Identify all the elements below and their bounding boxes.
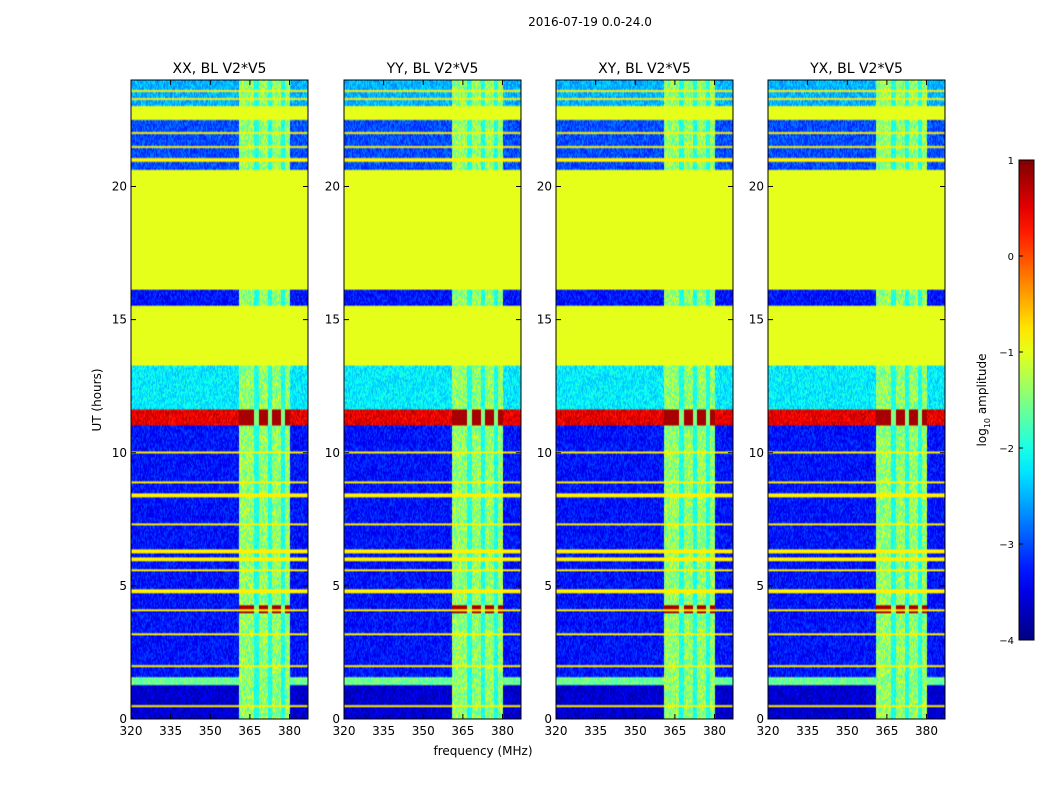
y-tick-label: 10 [537, 446, 552, 460]
x-tick-label: 335 [796, 724, 819, 738]
x-tick-label: 350 [624, 724, 647, 738]
heatmap-image [131, 80, 308, 719]
colorbar-tick-label: −1 [999, 348, 1014, 359]
y-tick-label: 5 [332, 579, 340, 593]
y-tick-label: 10 [112, 446, 127, 460]
y-tick-label: 10 [749, 446, 764, 460]
panel-title: XX, BL V2*V5 [173, 61, 267, 77]
x-tick-label: 335 [159, 724, 182, 738]
colorbar-gradient [1018, 159, 1035, 641]
y-tick-label: 5 [119, 579, 127, 593]
y-tick-label: 0 [756, 712, 764, 726]
y-tick-label: 5 [756, 579, 764, 593]
colorbar-tick-label: −4 [999, 636, 1014, 647]
x-tick-label: 350 [199, 724, 222, 738]
panel-title: YY, BL V2*V5 [386, 61, 479, 77]
y-tick-label: 15 [112, 313, 127, 327]
panel-frame [130, 79, 309, 720]
panel-frame [555, 79, 734, 720]
y-tick-label: 20 [325, 180, 340, 194]
x-tick-label: 380 [915, 724, 938, 738]
y-tick-label: 10 [325, 446, 340, 460]
x-tick-label: 350 [412, 724, 435, 738]
y-tick-label: 20 [112, 180, 127, 194]
x-tick-label: 320 [545, 724, 568, 738]
panel-frame [343, 79, 522, 720]
x-tick-label: 320 [120, 724, 143, 738]
figure-title: 2016-07-19 0.0-24.0 [528, 15, 652, 29]
colorbar-label: log10 amplitude [975, 354, 992, 447]
y-tick-label: 20 [749, 180, 764, 194]
panel-xx: XX, BL V2*V5 320 335 350 365 380 0 5 10 15 20 [112, 61, 309, 738]
colorbar-tick-label: −2 [999, 444, 1014, 455]
x-tick-label: 350 [836, 724, 859, 738]
panel-title: XY, BL V2*V5 [598, 61, 691, 77]
x-tick-label: 320 [333, 724, 356, 738]
heatmap-image [768, 80, 945, 719]
y-tick-label: 0 [119, 712, 127, 726]
x-tick-label: 335 [584, 724, 607, 738]
colorbar-tick-label: −3 [999, 540, 1014, 551]
x-tick-label: 335 [372, 724, 395, 738]
y-tick-label: 15 [325, 313, 340, 327]
x-tick-label: 380 [491, 724, 514, 738]
panel-title: YX, BL V2*V5 [809, 61, 903, 77]
y-tick-label: 0 [544, 712, 552, 726]
x-tick-label: 320 [757, 724, 780, 738]
heatmap-image [556, 80, 733, 719]
panel-frame [767, 79, 946, 720]
x-tick-label: 380 [703, 724, 726, 738]
x-tick-label: 365 [663, 724, 686, 738]
y-tick-label: 5 [544, 579, 552, 593]
colorbar-tick-label: 1 [1008, 156, 1014, 167]
x-tick-label: 365 [875, 724, 898, 738]
y-tick-label: 0 [332, 712, 340, 726]
heatmap-image [344, 80, 521, 719]
colorbar-tick-label: 0 [1008, 252, 1014, 263]
x-axis-label: frequency (MHz) [433, 744, 532, 758]
y-tick-label: 20 [537, 180, 552, 194]
x-tick-label: 380 [278, 724, 301, 738]
y-tick-label: 15 [749, 313, 764, 327]
x-tick-label: 365 [451, 724, 474, 738]
x-tick-label: 365 [238, 724, 261, 738]
panel-xy: XY, BL V2*V5 320 335 350 365 380 0 5 10 15 20 [537, 61, 734, 738]
panel-yx: YX, BL V2*V5 320 335 350 365 380 0 5 10 15 20 [749, 61, 946, 738]
panel-yy: YY, BL V2*V5 320 335 350 365 380 0 5 10 15 20 [325, 61, 522, 738]
colorbar: 1 0 −1 −2 −3 −4 log10 amplitude [975, 156, 1035, 647]
y-tick-label: 15 [537, 313, 552, 327]
y-axis-label: UT (hours) [90, 368, 104, 431]
